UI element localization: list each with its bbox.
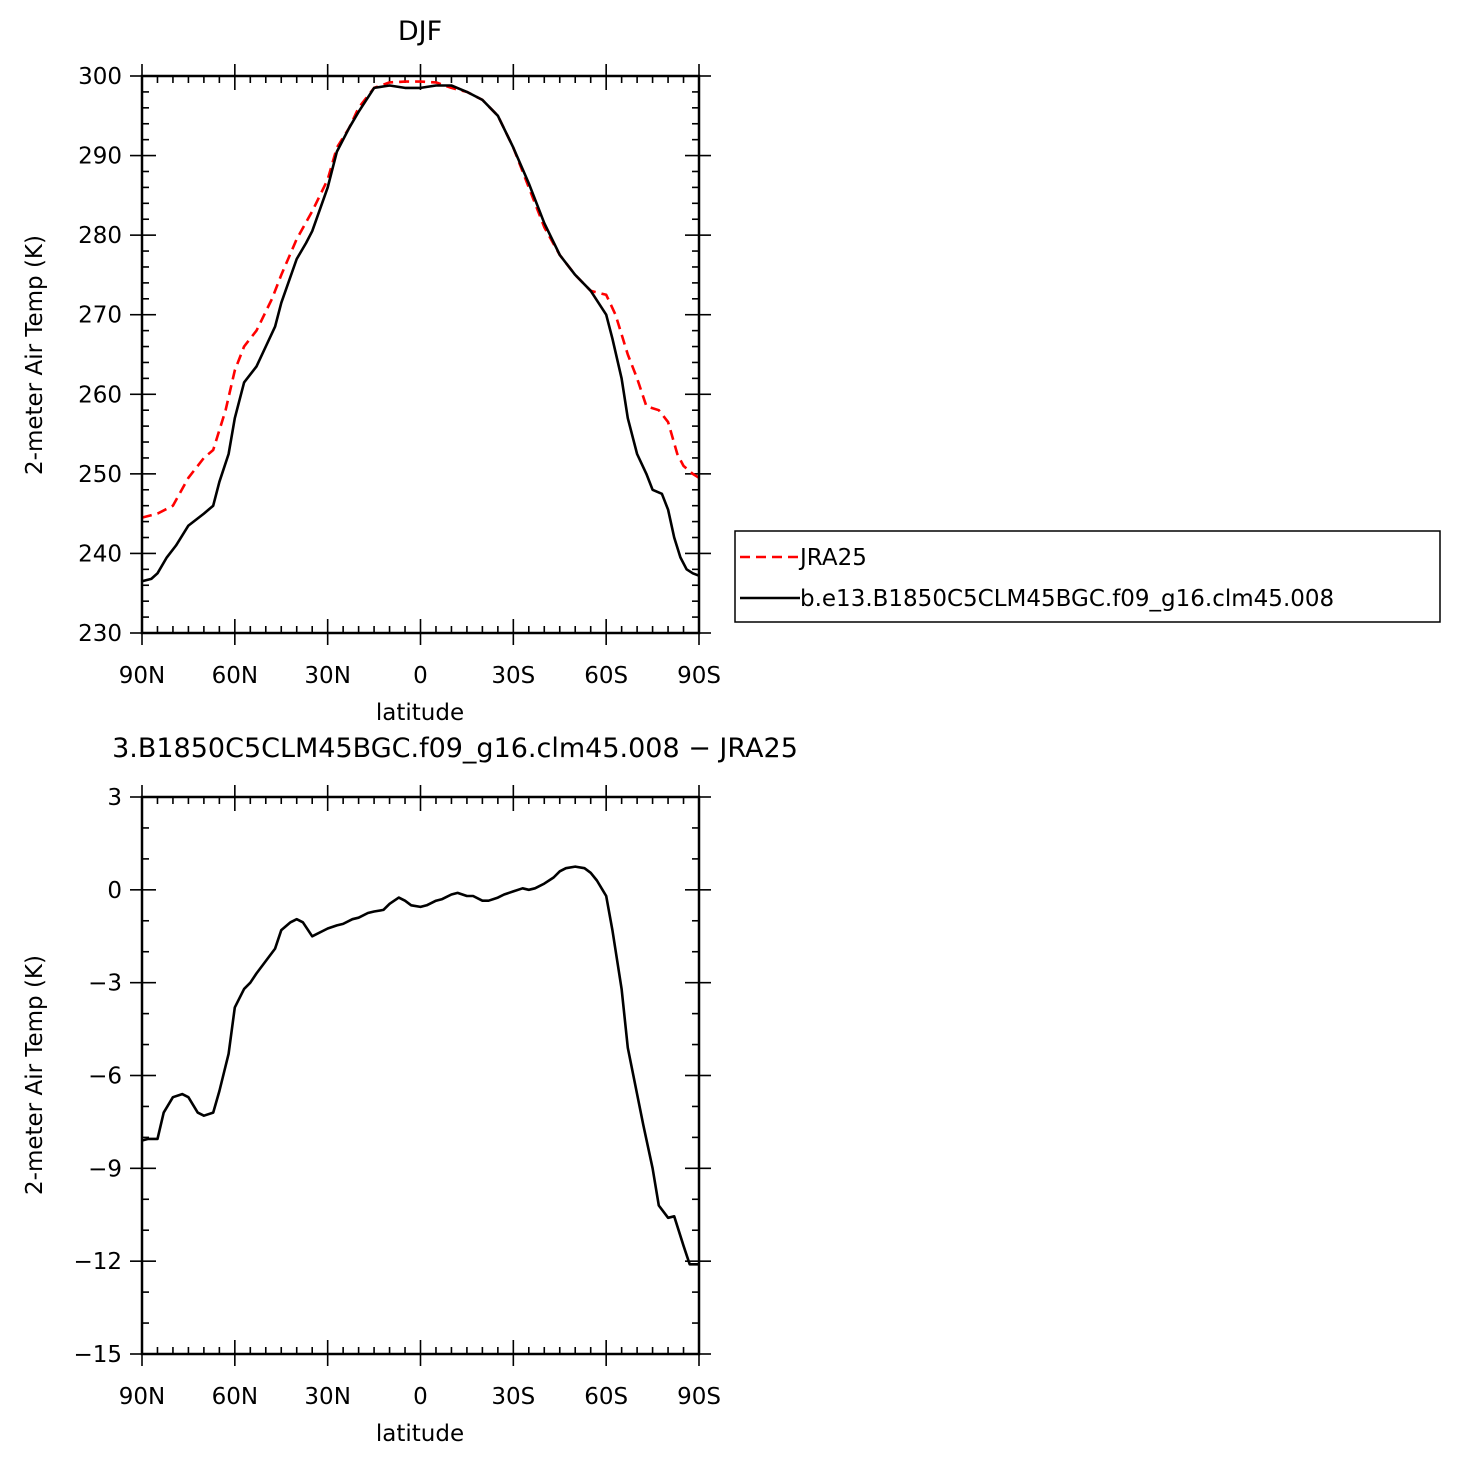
top-plot-frame (140, 74, 701, 635)
top-y-tick-label: 270 (78, 303, 122, 329)
top-panel: DJF 2-meter Air Temp (K) latitude 90N 60N… (22, 16, 721, 726)
bottom-x-tick-label: 30S (491, 1384, 535, 1410)
bottom-y-tick-label: −6 (88, 1064, 122, 1090)
top-y-axis-label: 2-meter Air Temp (K) (22, 235, 48, 475)
top-axis-ticks (130, 64, 711, 645)
bottom-y-tick-label: 3 (107, 785, 122, 811)
top-x-tick-label: 60N (212, 663, 258, 689)
bottom-y-tick-label: −12 (73, 1249, 122, 1275)
top-x-tick-label: 0 (413, 663, 428, 689)
top-y-tick-label: 300 (78, 64, 122, 90)
bottom-axis-ticks (130, 785, 711, 1366)
top-y-tick-label: 250 (78, 462, 122, 488)
top-y-tick-label: 280 (78, 223, 122, 249)
bottom-x-tick-label: 90S (677, 1384, 721, 1410)
bottom-series-lines (141, 865, 699, 1266)
top-x-axis-label: latitude (376, 700, 464, 726)
legend: JRA25 b.e13.B1850C5CLM45BGC.f09_g16.clm4… (734, 530, 1441, 623)
top-series-line-0 (141, 80, 700, 519)
top-x-tick-label: 30S (491, 663, 535, 689)
top-x-tick-label: 60S (584, 663, 628, 689)
bottom-x-tick-label: 60S (584, 1384, 628, 1410)
bottom-x-tick-label: 0 (413, 1384, 428, 1410)
legend-label-model: b.e13.B1850C5CLM45BGC.f09_g16.clm45.008 (800, 586, 1334, 612)
bottom-chart-title: 3.B1850C5CLM45BGC.f09_g16.clm45.008 − JR… (112, 733, 798, 764)
bottom-y-tick-label: 0 (107, 878, 122, 904)
top-y-tick-label: 230 (78, 621, 122, 647)
top-series-lines (141, 80, 700, 583)
top-x-tick-label: 30N (304, 663, 350, 689)
bottom-tick-labels: 90N 60N 30N 0 30S 60S 90S 3 0 −3 −6 −9 −12 −15 (73, 785, 720, 1410)
bottom-y-axis-label: 2-meter Air Temp (K) (22, 955, 48, 1195)
top-chart-title: DJF (398, 16, 442, 47)
bottom-y-tick-label: −15 (73, 1342, 122, 1368)
top-series-line-1 (141, 84, 700, 583)
top-tick-labels: 90N 60N 30N 0 30S 60S 90S 230 240 250 260 270 280 290… (78, 64, 721, 689)
bottom-x-axis-label: latitude (376, 1421, 464, 1447)
bottom-x-tick-label: 60N (212, 1384, 258, 1410)
bottom-y-tick-label: −3 (88, 971, 122, 997)
top-x-tick-label: 90S (677, 663, 721, 689)
top-x-tick-label: 90N (119, 663, 165, 689)
bottom-x-tick-label: 30N (304, 1384, 350, 1410)
legend-label-jra25: JRA25 (798, 545, 867, 571)
top-y-tick-label: 240 (78, 541, 122, 567)
legend-box (734, 530, 1441, 623)
bottom-y-tick-label: −9 (88, 1156, 122, 1182)
bottom-x-tick-label: 90N (119, 1384, 165, 1410)
bottom-plot-frame (140, 795, 701, 1356)
top-y-tick-label: 260 (78, 382, 122, 408)
bottom-panel: 3.B1850C5CLM45BGC.f09_g16.clm45.008 − JR… (22, 733, 798, 1447)
bottom-series-line-0 (141, 865, 699, 1266)
top-y-tick-label: 290 (78, 144, 122, 170)
